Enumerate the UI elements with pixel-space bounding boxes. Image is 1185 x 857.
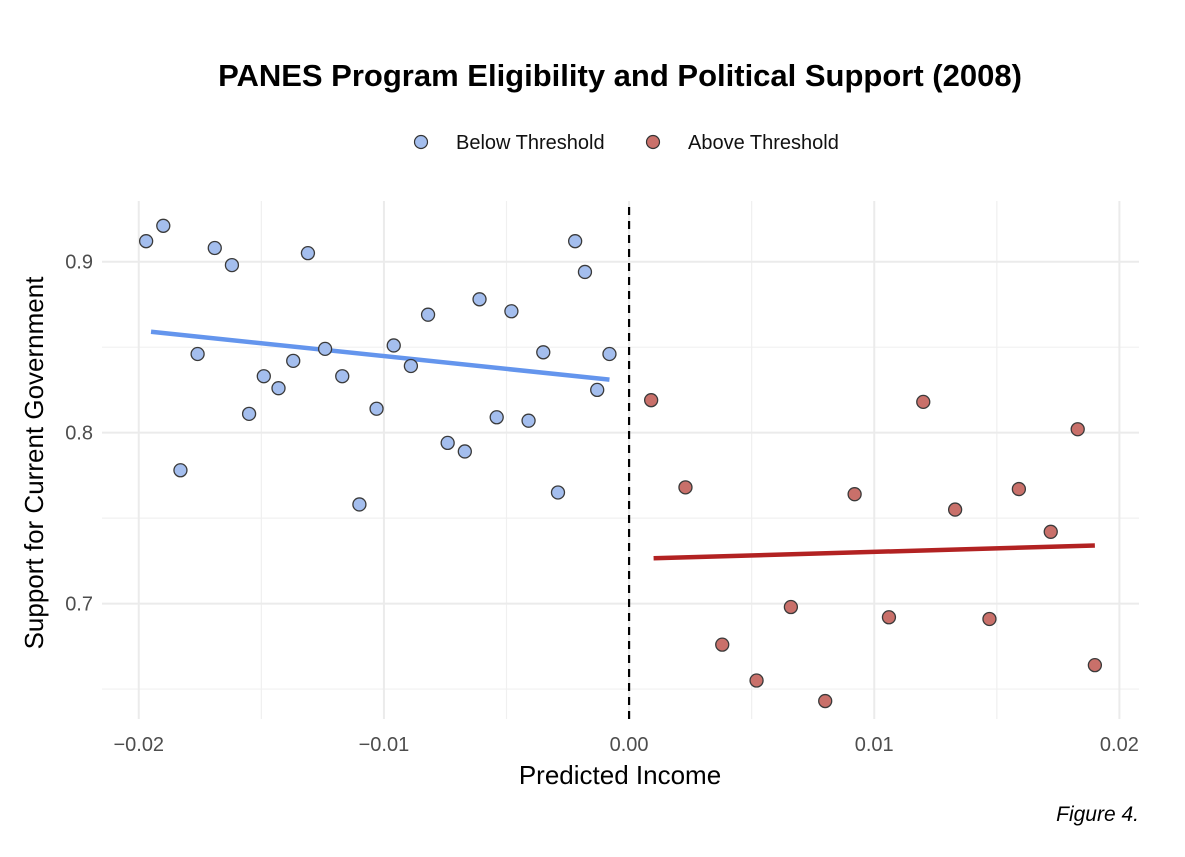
x-tick-label: −0.02 (113, 734, 164, 756)
legend-entry-above: Above Threshold (645, 132, 839, 154)
data-point-below (224, 257, 240, 273)
y-tick-label: 0.7 (65, 594, 93, 616)
data-point-below (577, 264, 593, 280)
x-tick-label: 0.02 (1100, 734, 1139, 756)
data-point-below (190, 346, 205, 362)
data-point-below (602, 346, 617, 362)
legend-label-below: Below Threshold (456, 132, 605, 154)
data-point-below (440, 435, 455, 451)
legend-marker-below (413, 134, 429, 150)
data-point-above (881, 610, 897, 625)
grid (102, 201, 1139, 719)
data-point-above (947, 502, 963, 517)
fit-line-above (653, 543, 1095, 561)
data-point-below (472, 292, 487, 307)
data-point-above (847, 487, 862, 502)
data-point-below (369, 401, 384, 416)
data-point-above (982, 611, 997, 627)
plot-area: −0.02 −0.01 0.00 0.01 0.02 0.7 0.8 0.9 (65, 201, 1139, 756)
data-point-below (156, 218, 171, 233)
data-point-above (1070, 422, 1085, 437)
data-point-below (271, 381, 286, 396)
y-tick-label: 0.8 (65, 423, 93, 445)
data-point-below (300, 245, 316, 261)
x-tick-label: 0.01 (855, 734, 894, 756)
data-point-below (173, 463, 188, 478)
figure-caption: Figure 4. (1056, 803, 1139, 826)
fit-line-below (150, 329, 610, 382)
data-point-below (504, 304, 519, 319)
data-point-below (352, 497, 367, 512)
data-point-above (1087, 657, 1103, 673)
legend: Below Threshold Above Threshold (413, 132, 839, 154)
y-axis-title: Support for Current Government (19, 276, 49, 650)
x-axis-title: Predicted Income (519, 760, 721, 790)
data-point-below (403, 358, 419, 374)
data-point-below (567, 234, 583, 249)
data-point-above (678, 480, 693, 495)
data-point-above (916, 394, 931, 410)
legend-entry-below: Below Threshold (413, 132, 605, 154)
data-point-below (590, 382, 605, 398)
fit-lines (150, 329, 1095, 561)
data-points (138, 218, 1103, 709)
data-point-below (138, 234, 154, 249)
x-tick-label: −0.01 (359, 734, 410, 756)
legend-label-above: Above Threshold (688, 132, 839, 154)
data-point-below (489, 410, 504, 425)
legend-marker-above (645, 134, 661, 150)
x-tick-label: 0.00 (610, 734, 649, 756)
data-point-below (420, 307, 436, 322)
data-point-above (783, 599, 799, 615)
y-tick-label: 0.9 (65, 252, 93, 274)
data-point-above (715, 637, 730, 652)
data-point-below (256, 369, 271, 384)
chart-title: PANES Program Eligibility and Political … (218, 58, 1022, 93)
data-point-below (521, 413, 536, 428)
data-point-above (1011, 481, 1027, 497)
data-point-above (643, 393, 659, 408)
data-point-below (536, 345, 551, 360)
y-tick-labels: 0.7 0.8 0.9 (65, 252, 93, 616)
data-point-below (335, 369, 350, 384)
data-point-below (241, 406, 257, 421)
data-point-below (550, 485, 566, 500)
x-tick-labels: −0.02 −0.01 0.00 0.01 0.02 (113, 734, 1138, 756)
data-point-below (386, 338, 401, 353)
data-point-below (207, 240, 222, 256)
data-point-above (818, 693, 833, 709)
data-point-above (749, 673, 764, 688)
data-point-below (457, 444, 472, 459)
data-point-below (286, 353, 301, 368)
data-point-below (317, 341, 333, 357)
data-point-above (1043, 524, 1058, 539)
